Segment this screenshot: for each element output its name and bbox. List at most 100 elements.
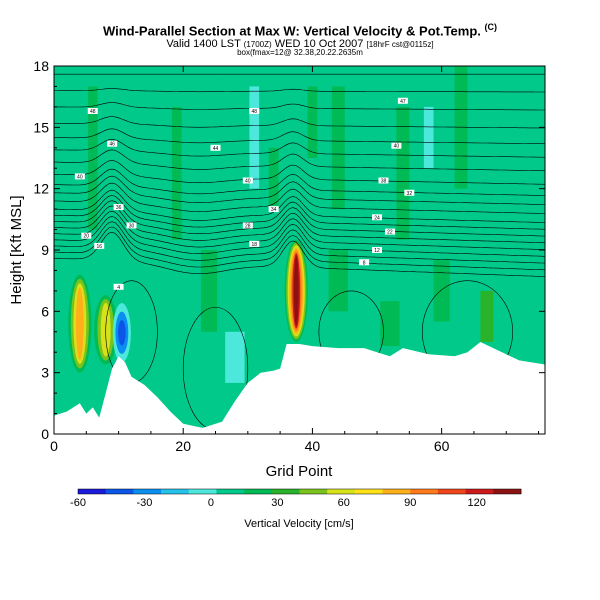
y-tick-label-3: 9 xyxy=(41,242,49,258)
y-tick-label-4: 12 xyxy=(33,181,49,197)
x-tick-label-1: 20 xyxy=(175,438,191,454)
colorbar-segment-4 xyxy=(188,489,217,494)
terrain-mask xyxy=(54,342,545,434)
colorbar-segment-11 xyxy=(382,489,411,494)
contour-label-bg-0 xyxy=(87,107,98,114)
x-tick-label-3: 60 xyxy=(434,438,450,454)
colorbar-segment-13 xyxy=(437,489,467,494)
isentrope-line-16 xyxy=(54,116,545,129)
isentrope-line-3 xyxy=(54,216,545,257)
contour-label-bg-12 xyxy=(126,222,137,229)
field-cell-15 xyxy=(433,260,450,322)
isentrope-line-18 xyxy=(54,88,545,93)
colorbar-segment-0 xyxy=(78,489,107,494)
contour-label-bg-8 xyxy=(378,177,389,184)
contour-label-text-17: 18 xyxy=(251,242,257,248)
isentrope-line-1 xyxy=(54,226,545,271)
contour-label-bg-10 xyxy=(268,206,279,213)
colorbar-tick-1: -30 xyxy=(136,497,152,509)
isentrope-line-9 xyxy=(54,182,545,214)
contour-label-text-12: 30 xyxy=(129,223,135,229)
contour-label-19: 12 xyxy=(372,247,383,254)
contour-label-text-14: 24 xyxy=(374,215,380,221)
field-cell-5 xyxy=(249,86,260,189)
field-cell-13 xyxy=(200,250,218,332)
contour-label-0: 48 xyxy=(87,107,98,115)
colorbar-segment-14 xyxy=(465,489,494,494)
isentrope-line-13 xyxy=(54,149,545,172)
field-cell-14 xyxy=(328,250,348,312)
field-cell-16 xyxy=(134,239,155,322)
isentrope-line-6 xyxy=(54,200,545,237)
isentrope-line-14 xyxy=(54,138,545,158)
contour-label-5: 40 xyxy=(391,142,402,150)
colorbar-segment-10 xyxy=(354,489,383,494)
contour-label-21: 4 xyxy=(113,283,124,291)
contour-label-1: 48 xyxy=(249,107,260,115)
field-cell-12 xyxy=(519,96,533,230)
field-cell-18 xyxy=(480,290,494,342)
chart-title-text: Wind-Parallel Section at Max W: Vertical… xyxy=(102,23,481,39)
contour-label-bg-19 xyxy=(372,247,383,253)
contour-label-text-2: 47 xyxy=(400,99,406,105)
isentrope-line-17 xyxy=(54,102,545,111)
isentrope-line-8 xyxy=(54,189,545,223)
field-cell-23 xyxy=(423,106,434,169)
colorbar-label: Vertical Velocity [cm/s] xyxy=(244,518,353,530)
contour-label-text-13: 28 xyxy=(245,223,251,229)
contour-label-bg-17 xyxy=(249,240,260,247)
colorbar-segment-6 xyxy=(244,489,273,494)
chart-subtitle: Valid 1400 LST (1700Z) WED 10 Oct 2007 [… xyxy=(0,38,600,50)
x-axis-label: Grid Point xyxy=(266,463,334,480)
contour-label-bg-14 xyxy=(372,214,383,221)
contour-label-9: 36 xyxy=(113,204,124,211)
isentrope-line-2 xyxy=(54,221,545,264)
contour-label-bg-9 xyxy=(113,204,124,211)
contour-label-11: 32 xyxy=(404,189,415,197)
contour-label-text-15: 22 xyxy=(387,230,393,236)
terrain-fill xyxy=(54,342,545,434)
contour-label-4: 44 xyxy=(210,144,221,152)
contour-label-bg-21 xyxy=(113,283,124,290)
field-cell-7 xyxy=(365,76,376,179)
contour-label-bg-18 xyxy=(94,242,105,249)
contour-label-text-20: 8 xyxy=(363,260,366,266)
colorbar-tick-2: 0 xyxy=(208,497,214,509)
updraft-2-band-6 xyxy=(293,256,299,326)
colorbar-tick-6: 120 xyxy=(468,497,486,509)
y-tick-label-0: 0 xyxy=(41,426,49,442)
contour-label-text-3: 46 xyxy=(109,142,115,148)
contour-label-bg-13 xyxy=(242,222,253,229)
contour-label-text-16: 20 xyxy=(84,234,90,240)
contour-label-7: 40 xyxy=(242,177,253,184)
colorbar-segment-9 xyxy=(327,489,356,494)
contour-label-text-19: 12 xyxy=(374,248,380,254)
x-tick-label-2: 40 xyxy=(305,438,321,454)
contour-label-text-9: 36 xyxy=(116,205,122,211)
field-cell-8 xyxy=(396,106,410,240)
contour-label-bg-4 xyxy=(210,144,221,151)
contour-label-bg-16 xyxy=(81,232,92,239)
contour-label-bg-3 xyxy=(107,140,118,147)
field-cell-2 xyxy=(137,86,151,210)
contour-label-text-18: 16 xyxy=(96,244,102,250)
contour-label-text-7: 40 xyxy=(245,178,251,184)
contour-label-bg-6 xyxy=(74,173,85,180)
colorbar: -60 -30 0 30 60 90 120 xyxy=(70,488,522,509)
field-cell-0 xyxy=(60,66,74,250)
field-cell-17 xyxy=(241,260,255,342)
contour-label-14: 24 xyxy=(372,214,383,221)
field-cell-19 xyxy=(380,301,400,347)
downdraft-0-band-2 xyxy=(117,320,126,346)
colorbar-segment-2 xyxy=(133,489,162,494)
contour-label-12: 30 xyxy=(126,222,137,229)
contour-label-bg-2 xyxy=(397,97,408,104)
contour-label-bg-20 xyxy=(359,259,370,266)
field-cell-22 xyxy=(307,86,318,158)
contour-label-2: 47 xyxy=(397,97,408,105)
contour-label-text-8: 38 xyxy=(381,178,387,184)
y-axis-label: Height [Kft MSL] xyxy=(8,195,25,304)
